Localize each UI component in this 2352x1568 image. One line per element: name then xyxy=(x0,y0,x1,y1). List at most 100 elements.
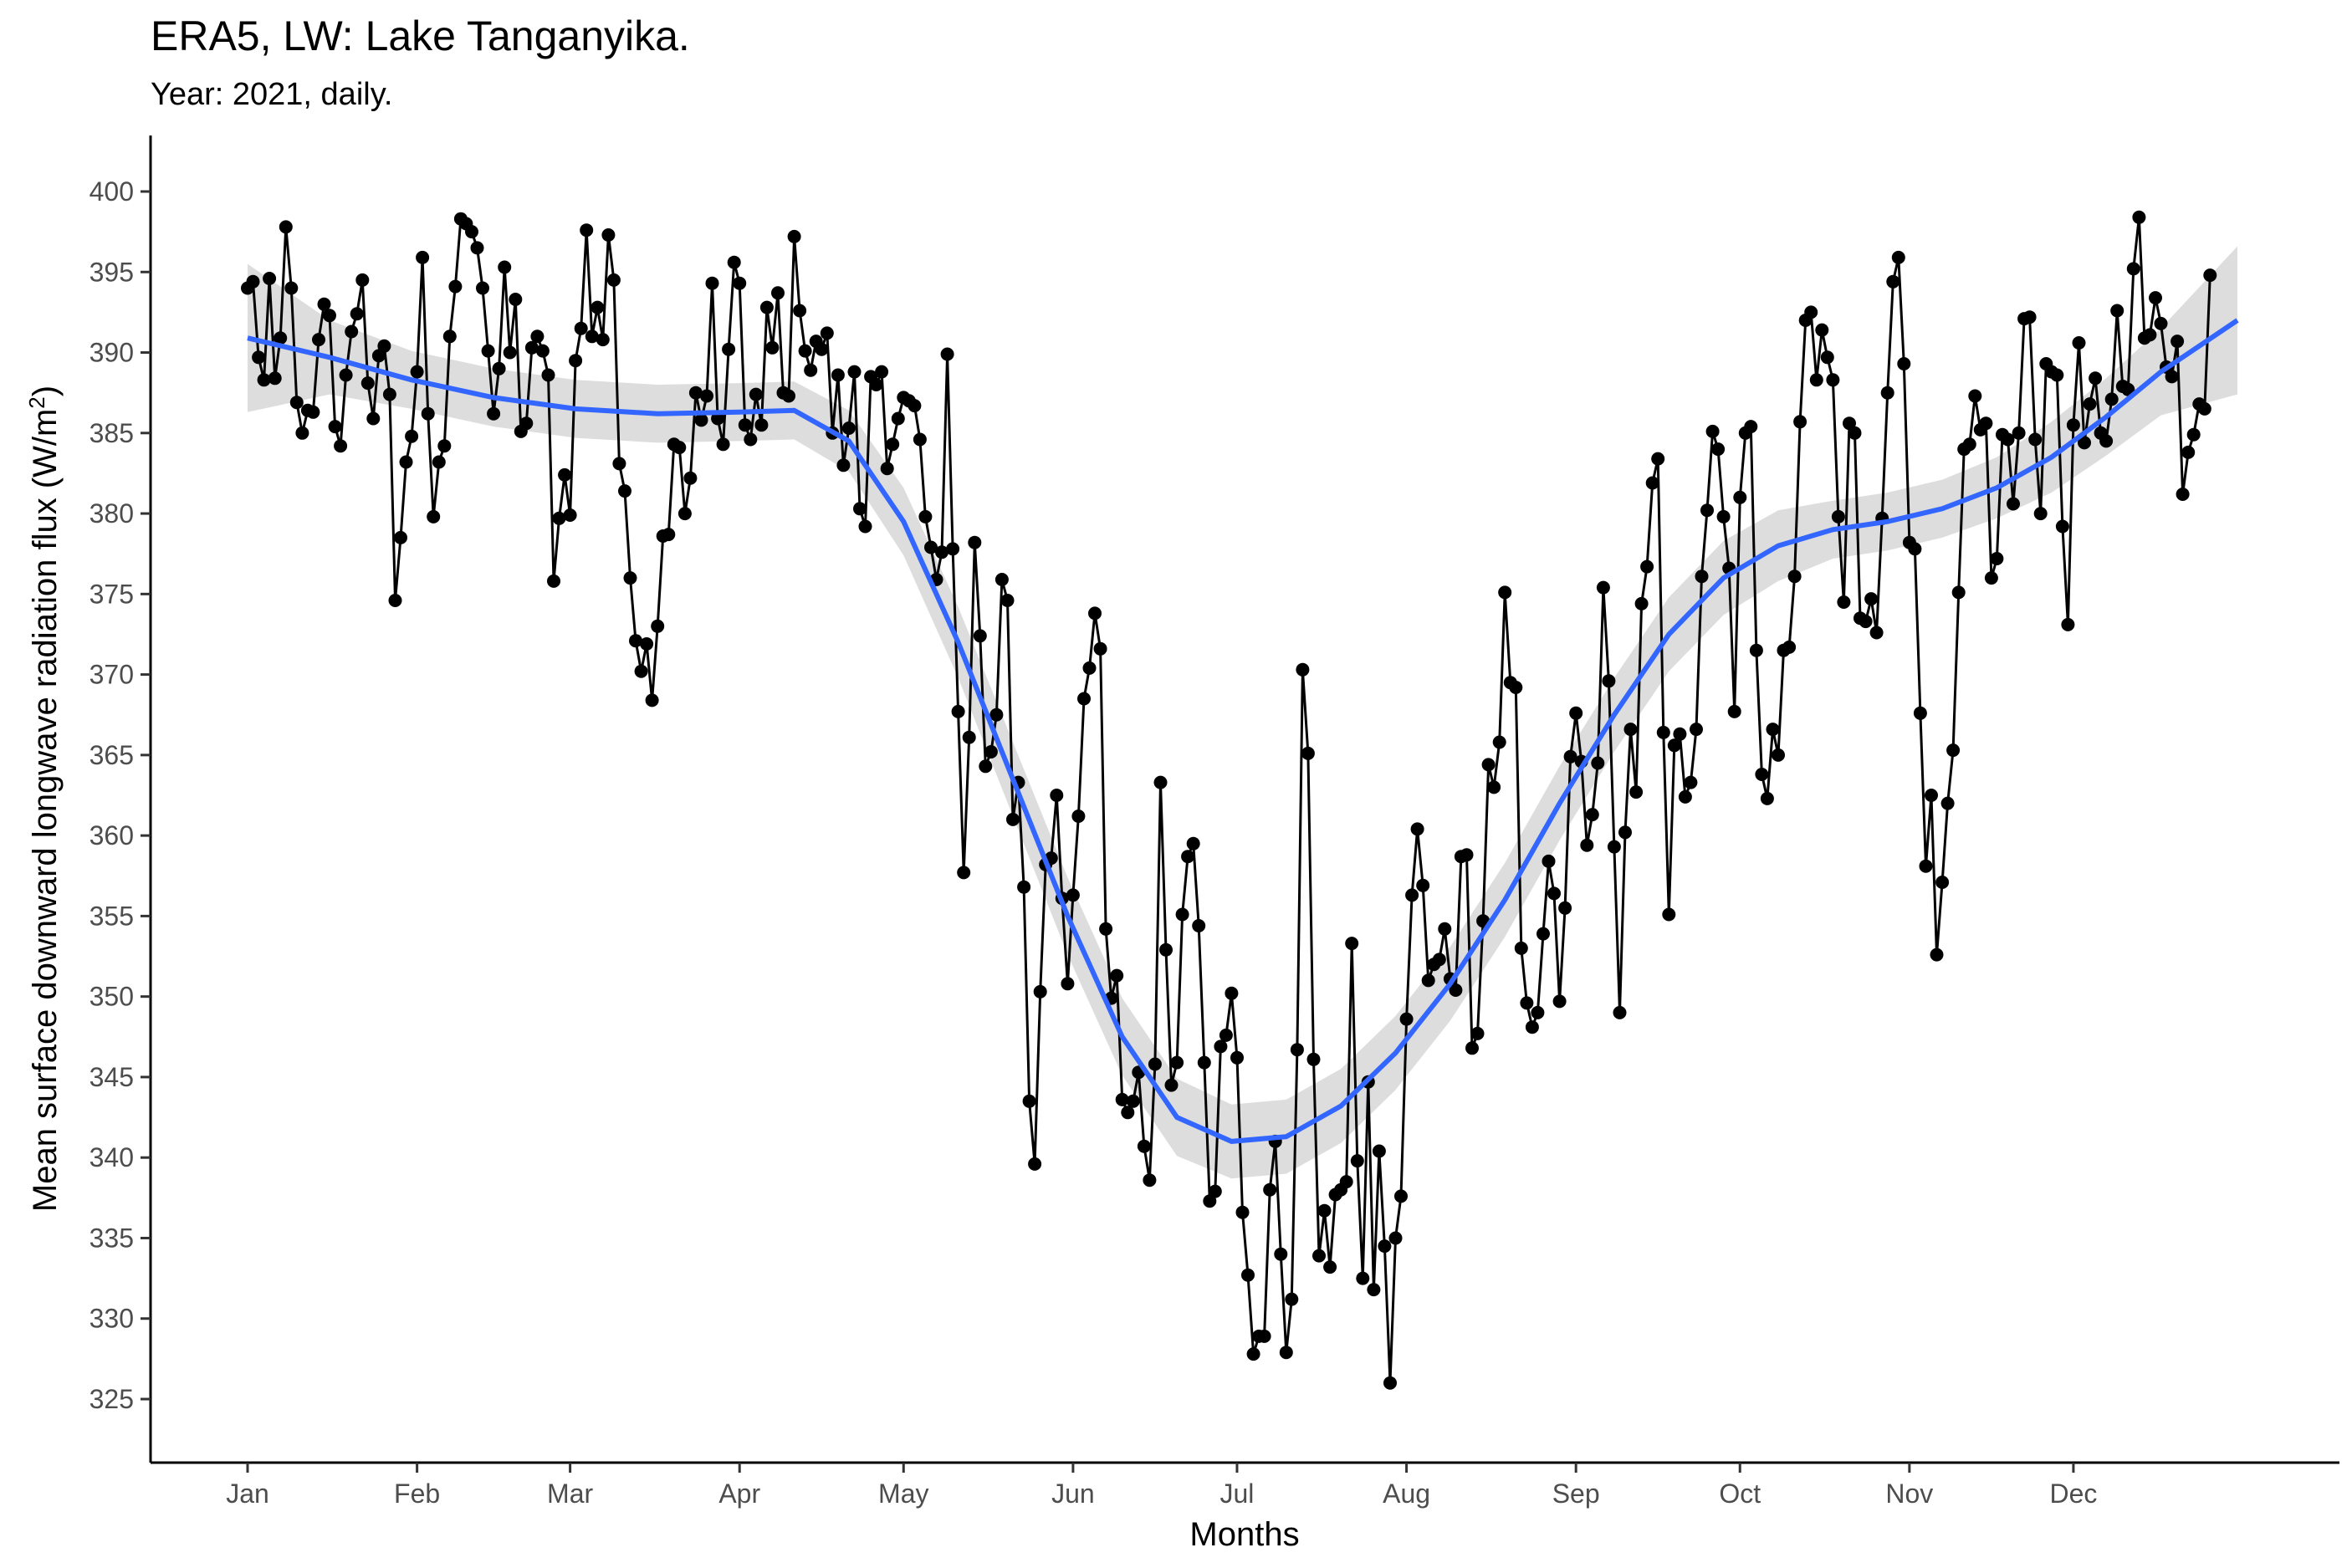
data-point xyxy=(1159,942,1173,957)
data-point xyxy=(257,373,271,387)
data-point xyxy=(836,458,851,472)
y-tick-label: 335 xyxy=(89,1223,134,1253)
data-point xyxy=(1263,1182,1277,1197)
data-point xyxy=(711,411,725,426)
data-point xyxy=(2132,210,2146,224)
data-point xyxy=(442,329,457,344)
data-point xyxy=(1520,996,1534,1010)
data-point xyxy=(1951,585,1966,600)
data-point xyxy=(289,396,304,410)
data-point xyxy=(2061,617,2075,631)
data-point xyxy=(1700,503,1714,518)
data-point xyxy=(705,276,719,290)
y-tick-label: 345 xyxy=(89,1062,134,1092)
y-axis-title-end: ) xyxy=(27,386,64,396)
data-point xyxy=(1246,1347,1260,1361)
data-point xyxy=(1591,756,1605,770)
x-axis-title: Months xyxy=(1189,1516,1299,1553)
data-point xyxy=(1170,1055,1184,1070)
data-point xyxy=(1006,812,1020,826)
data-point xyxy=(1744,420,1758,434)
y-tick-label: 380 xyxy=(89,498,134,529)
data-point xyxy=(394,530,407,544)
data-point xyxy=(519,416,534,431)
data-point xyxy=(2001,432,2015,447)
data-point xyxy=(2104,392,2119,406)
data-point xyxy=(1514,941,1528,955)
y-tick-label: 355 xyxy=(89,901,134,931)
data-point xyxy=(350,307,364,321)
chart-title: ERA5, LW: Lake Tanganyika. xyxy=(151,13,690,59)
data-point xyxy=(1585,808,1599,822)
data-point xyxy=(1640,559,1654,574)
data-point xyxy=(1088,606,1102,621)
data-point xyxy=(994,573,1009,586)
y-tick-label: 340 xyxy=(89,1142,134,1172)
data-point xyxy=(645,693,659,707)
data-point xyxy=(1990,552,2004,565)
data-point xyxy=(509,293,523,306)
data-point xyxy=(1175,907,1189,922)
data-point xyxy=(612,457,626,471)
data-point xyxy=(1837,595,1851,609)
x-tick-label: Jul xyxy=(1220,1479,1255,1509)
data-point xyxy=(421,406,435,421)
data-point xyxy=(1181,850,1195,864)
data-point xyxy=(1848,426,1862,440)
data-point xyxy=(2099,434,2114,448)
data-point xyxy=(558,467,572,482)
data-point xyxy=(312,333,325,347)
data-point xyxy=(2089,371,2103,386)
data-point xyxy=(1050,789,1064,802)
data-point xyxy=(1203,1194,1217,1208)
data-point xyxy=(1629,785,1644,799)
data-point xyxy=(1690,723,1703,737)
data-point xyxy=(268,371,282,386)
data-point xyxy=(2078,436,2091,450)
data-point xyxy=(569,354,583,368)
data-point xyxy=(1886,274,1900,289)
data-point xyxy=(2181,445,2196,459)
data-point xyxy=(2143,328,2157,342)
data-point xyxy=(733,276,747,290)
data-point xyxy=(437,439,452,453)
data-point xyxy=(629,634,642,648)
data-point xyxy=(547,574,560,588)
data-point xyxy=(1749,643,1763,657)
data-point xyxy=(1563,749,1577,764)
y-axis-ticks: 325 330 335 340 345 350 355 360 365 370 375 380 385 3… xyxy=(89,176,151,1414)
data-point xyxy=(2197,401,2211,416)
data-point xyxy=(1897,357,1911,370)
data-point xyxy=(1449,983,1463,997)
data-point xyxy=(1405,888,1419,902)
data-point xyxy=(957,866,971,880)
data-point xyxy=(804,363,818,377)
data-point xyxy=(1017,880,1031,894)
data-point xyxy=(366,411,381,426)
data-point xyxy=(1820,350,1834,365)
data-point xyxy=(596,333,610,347)
data-point xyxy=(1525,1020,1539,1034)
y-tick-label: 370 xyxy=(89,660,134,690)
data-point xyxy=(1547,886,1561,901)
data-point xyxy=(399,455,413,469)
x-tick-label: Mar xyxy=(547,1479,593,1509)
data-point xyxy=(1733,490,1747,504)
data-point xyxy=(1684,775,1698,789)
data-point xyxy=(1716,509,1731,524)
y-tick-label: 360 xyxy=(89,820,134,850)
data-point xyxy=(858,519,872,534)
data-point xyxy=(1126,1094,1140,1108)
data-point xyxy=(1935,876,1950,889)
data-point xyxy=(323,309,336,323)
data-point xyxy=(759,300,774,314)
data-point xyxy=(1809,373,1823,387)
data-point xyxy=(1000,594,1015,607)
data-point xyxy=(1230,1050,1244,1065)
data-point xyxy=(787,229,801,243)
data-point xyxy=(1077,692,1091,706)
data-point xyxy=(1470,1026,1485,1040)
data-point xyxy=(1383,1376,1397,1390)
data-point xyxy=(2028,432,2043,447)
x-tick-label: Oct xyxy=(1719,1479,1761,1509)
